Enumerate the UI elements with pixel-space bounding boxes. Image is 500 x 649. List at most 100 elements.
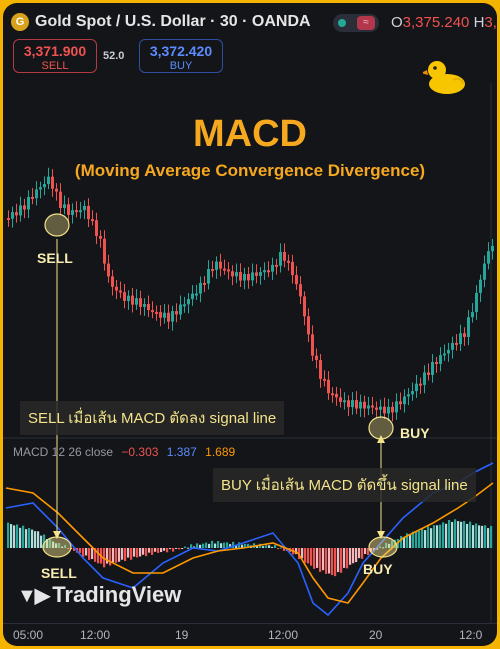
macd-histogram-bar	[364, 548, 367, 555]
macd-histogram-bar	[139, 548, 142, 557]
macd-histogram-bar	[265, 545, 268, 548]
candle-body	[135, 298, 138, 305]
candle-body	[163, 312, 166, 318]
macd-histogram-bar	[316, 548, 319, 568]
macd-legend[interactable]: MACD 12 26 close −0.303 1.387 1.689	[13, 445, 240, 459]
macd-histogram-bar	[109, 548, 112, 566]
ohlc-readout: O3,375.240 H3,	[391, 14, 497, 31]
candle-body	[491, 245, 494, 252]
time-axis[interactable]: 05:00 12:00 19 12:00 20 12:0	[3, 623, 497, 644]
macd-histogram-bar	[442, 522, 445, 548]
overlay-title: MACD	[193, 113, 307, 155]
candle-body	[203, 282, 206, 285]
macd-histogram-bar	[184, 546, 187, 548]
market-status-toggle[interactable]: ≈	[333, 14, 379, 32]
macd-histogram-bar	[268, 545, 271, 548]
macd-histogram-bar	[193, 546, 196, 548]
macd-histogram-bar	[358, 548, 361, 559]
buy-note: BUY เมื่อเส้น MACD ตัดขึ้น signal line	[213, 468, 476, 502]
candle-body	[91, 219, 94, 222]
candle-body	[455, 342, 458, 345]
sell-button[interactable]: 3,371.900 SELL	[13, 39, 97, 73]
candle-body	[271, 264, 274, 272]
macd-histogram-bar	[94, 548, 97, 562]
candle-body	[339, 397, 342, 402]
candle-body	[147, 304, 150, 311]
macd-histogram-bar	[241, 544, 244, 548]
candle-body	[431, 362, 434, 375]
macd-histogram-bar	[439, 524, 442, 548]
macd-histogram-bar	[226, 542, 229, 548]
candle-body	[167, 312, 170, 322]
macd-histogram-bar	[16, 524, 19, 548]
candle-body	[307, 316, 310, 335]
candle-body	[391, 406, 394, 413]
macd-histogram-bar	[31, 529, 34, 548]
chart-canvas[interactable]	[3, 3, 497, 646]
candle-body	[55, 188, 58, 192]
candle-body	[15, 212, 18, 216]
macd-histogram-bar	[280, 547, 283, 549]
buy-button[interactable]: 3,372.420 BUY	[139, 39, 223, 73]
candle-body	[359, 401, 362, 409]
candle-body	[467, 317, 470, 337]
candle-body	[251, 272, 254, 281]
signal-line-value: 1.689	[205, 445, 236, 459]
candle-body	[131, 295, 134, 305]
candle-body	[303, 296, 306, 317]
macd-histogram-bar	[208, 543, 211, 548]
candle-body	[283, 252, 286, 261]
macd-histogram-bar	[115, 548, 118, 563]
symbol-title[interactable]: Gold Spot / U.S. Dollar · 30 · OANDA	[35, 13, 311, 30]
macd-histogram-bar	[112, 548, 115, 563]
candle-body	[199, 282, 202, 294]
candle-body	[75, 210, 78, 213]
candle-body	[207, 269, 210, 284]
macd-histogram-bar	[301, 548, 304, 559]
macd-histogram-bar	[322, 548, 325, 571]
macd-histogram-bar	[418, 531, 421, 548]
macd-histogram-bar	[211, 540, 214, 548]
macd-histogram-bar	[145, 548, 148, 557]
macd-histogram-bar	[199, 544, 202, 548]
macd-histogram-bar	[91, 548, 94, 560]
macd-histogram-bar	[79, 548, 82, 553]
candle-body	[127, 295, 130, 301]
candle-body	[107, 263, 110, 277]
macd-histogram-bar	[169, 548, 172, 550]
macd-histogram-bar	[55, 543, 58, 548]
candle-body	[227, 269, 230, 272]
candle-body	[295, 275, 298, 285]
macd-histogram-bar	[349, 548, 352, 565]
macd-histogram-bar	[373, 548, 376, 551]
macd-histogram-bar	[85, 548, 88, 556]
candle-body	[115, 286, 118, 291]
macd-histogram-bar	[340, 548, 343, 573]
candle-body	[439, 355, 442, 364]
macd-histogram-bar	[181, 548, 184, 549]
macd-histogram-bar	[52, 541, 55, 548]
candle-body	[47, 176, 50, 185]
candle-body	[259, 272, 262, 276]
macd-histogram-bar	[346, 548, 349, 569]
macd-histogram-bar	[379, 546, 382, 548]
candle-body	[63, 204, 66, 208]
tradingview-wordmark: TradingView	[52, 582, 182, 607]
candle-body	[311, 334, 314, 356]
candle-body	[323, 378, 326, 381]
macd-histogram-bar	[58, 542, 61, 548]
macd-histogram-bar	[325, 548, 328, 574]
macd-histogram-bar	[196, 543, 199, 548]
candle-body	[267, 270, 270, 273]
tradingview-logo[interactable]: ▼▶ TradingView	[17, 582, 181, 608]
time-tick: 20	[369, 628, 383, 642]
macd-histogram-bar	[370, 548, 373, 552]
macd-histogram-bar	[331, 548, 334, 576]
price-buy-label: BUY	[400, 425, 430, 441]
macd-histogram-bar	[73, 548, 76, 551]
candle-body	[95, 220, 98, 236]
time-tick: 05:00	[13, 628, 44, 642]
candle-body	[415, 383, 418, 392]
candle-body	[351, 400, 354, 408]
ohlc-open-value: 3,375.240	[402, 14, 470, 31]
